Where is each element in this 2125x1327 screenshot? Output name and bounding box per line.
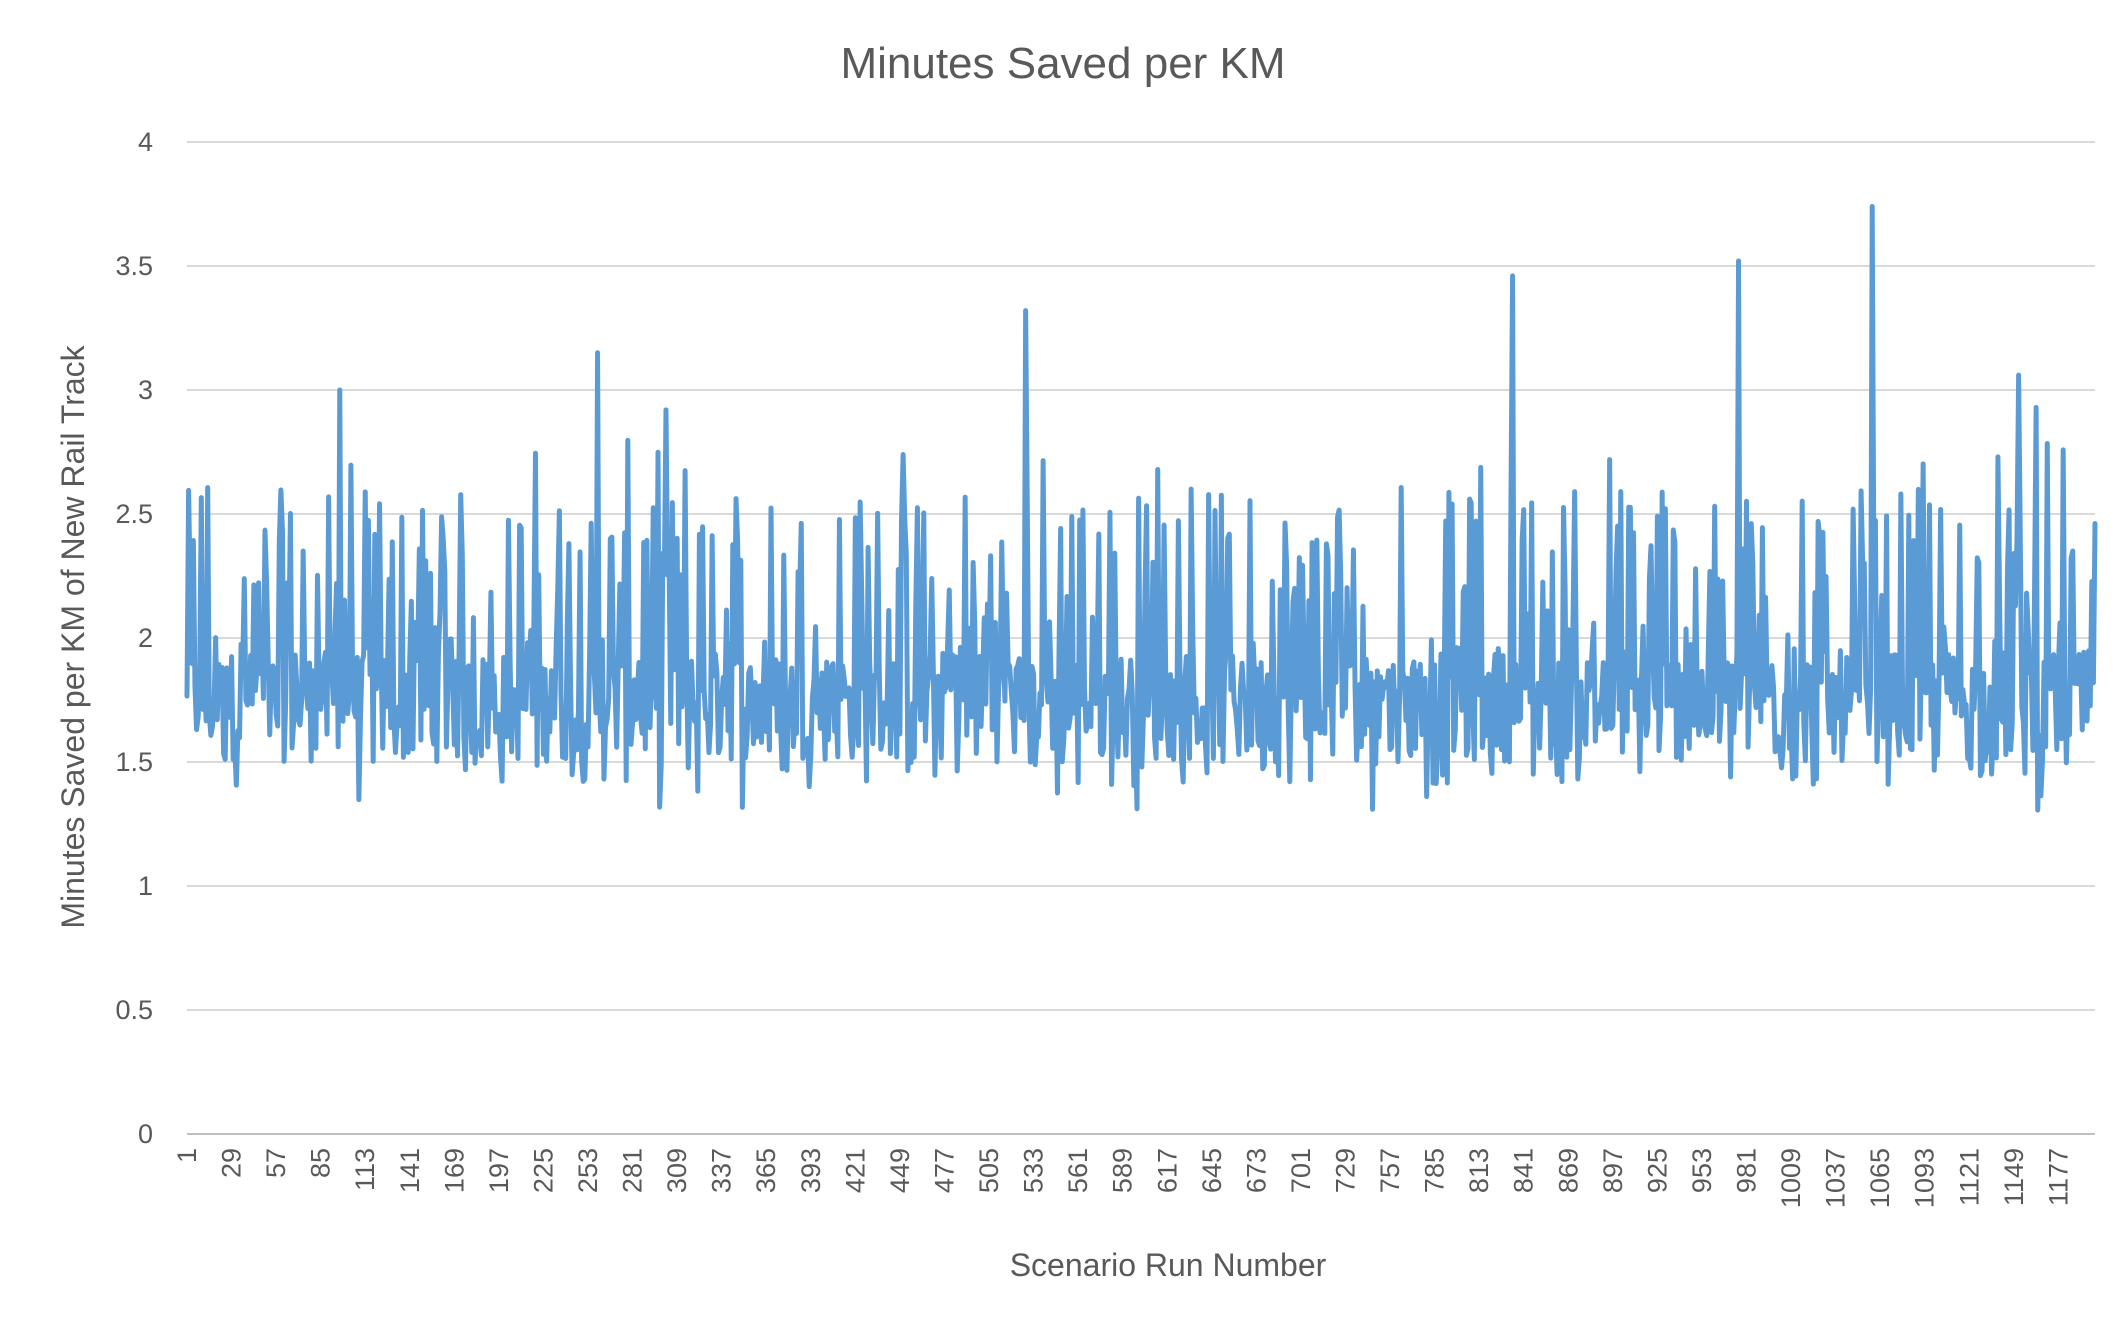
x-tick-label: 1149 [1999, 1148, 2029, 1206]
y-tick-label: 2.5 [115, 499, 153, 529]
x-tick-label: 169 [439, 1148, 469, 1193]
y-tick-label: 0 [138, 1119, 153, 1149]
x-tick-label: 1121 [1954, 1148, 1984, 1206]
x-tick-label: 505 [974, 1148, 1004, 1193]
y-tick-label: 1.5 [115, 747, 153, 777]
x-tick-label: 869 [1553, 1148, 1583, 1193]
x-tick-label: 113 [350, 1148, 380, 1191]
x-tick-label: 701 [1286, 1148, 1316, 1193]
x-tick-label: 757 [1375, 1148, 1405, 1193]
x-tick-label: 953 [1687, 1148, 1717, 1193]
y-tick-label: 3.5 [115, 251, 153, 281]
x-tick-label: 29 [217, 1148, 247, 1178]
x-axis-label: Scenario Run Number [1010, 1247, 1327, 1283]
y-tick-label: 1 [138, 871, 153, 901]
x-tick-label: 561 [1063, 1148, 1093, 1193]
x-tick-label: 1 [172, 1148, 202, 1163]
series-line [184, 203, 2098, 813]
x-tick-label: 645 [1197, 1148, 1227, 1193]
x-tick-label: 617 [1152, 1148, 1182, 1193]
chart-title: Minutes Saved per KM [840, 39, 1285, 88]
x-tick-label: 897 [1598, 1148, 1628, 1193]
y-tick-label: 0.5 [115, 995, 153, 1025]
x-tick-label: 981 [1731, 1148, 1761, 1193]
y-tick-label: 4 [138, 127, 153, 157]
x-tick-label: 673 [1241, 1148, 1271, 1193]
x-tick-label: 1093 [1910, 1148, 1940, 1208]
x-tick-label: 841 [1509, 1148, 1539, 1193]
x-tick-label: 1177 [2043, 1148, 2073, 1206]
x-tick-label: 421 [840, 1148, 870, 1193]
x-tick-label: 141 [395, 1148, 425, 1193]
x-tick-label: 1009 [1776, 1148, 1806, 1208]
x-tick-label: 1065 [1865, 1148, 1895, 1208]
x-tick-label: 785 [1420, 1148, 1450, 1193]
x-tick-label: 197 [484, 1148, 514, 1193]
x-tick-label: 57 [261, 1148, 291, 1178]
x-tick-label: 449 [885, 1148, 915, 1193]
x-tick-label: 393 [796, 1148, 826, 1193]
x-axis-ticks: 1 29 57 85 113 141 169 197 225 253 281 309 337 365 393… [172, 1148, 2073, 1208]
x-tick-label: 1037 [1821, 1148, 1851, 1208]
x-tick-label: 533 [1019, 1148, 1049, 1193]
x-tick-label: 85 [306, 1148, 336, 1178]
y-axis-label: Minutes Saved per KM of New Rail Track [55, 344, 91, 928]
x-tick-label: 477 [929, 1148, 959, 1193]
y-tick-label: 3 [138, 375, 153, 405]
x-tick-label: 589 [1108, 1148, 1138, 1193]
x-tick-label: 309 [662, 1148, 692, 1193]
x-tick-label: 925 [1642, 1148, 1672, 1193]
x-tick-label: 337 [707, 1148, 737, 1193]
x-tick-label: 365 [751, 1148, 781, 1193]
x-tick-label: 253 [573, 1148, 603, 1193]
x-tick-label: 281 [618, 1148, 648, 1193]
series-group [184, 203, 2098, 813]
y-axis-ticks: 0 0.5 1 1.5 2 2.5 3 3.5 4 [115, 127, 153, 1149]
y-tick-label: 2 [138, 623, 153, 653]
x-tick-label: 729 [1330, 1148, 1360, 1193]
x-tick-label: 225 [528, 1148, 558, 1193]
x-tick-label: 813 [1464, 1148, 1494, 1193]
